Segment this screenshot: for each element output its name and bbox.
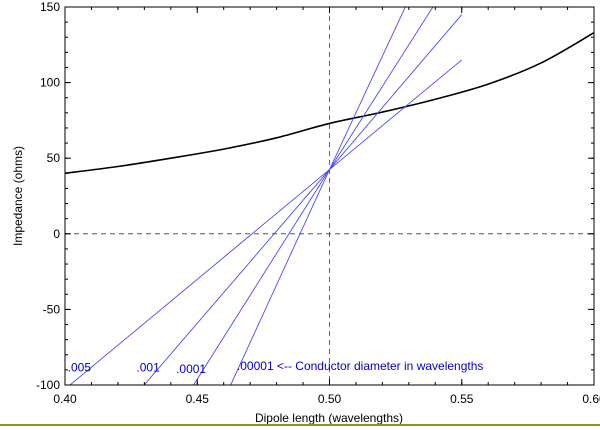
y-tick-label: -50 (43, 302, 61, 316)
series-line-2 (143, 14, 463, 385)
series-line-1 (69, 59, 463, 385)
conductor-diameter-label-2: .001 (136, 360, 160, 374)
y-tick-label: 150 (40, 0, 60, 14)
y-tick-label: -100 (36, 378, 60, 392)
y-axis-title: Impedance (ohms) (11, 146, 25, 246)
conductor-diameter-label-4: .00001 <-- Conductor diameter in wavelen… (237, 359, 483, 373)
series-line-3 (193, 7, 434, 385)
x-tick-label: 0.40 (53, 392, 77, 406)
x-axis-title: Dipole length (wavelengths) (255, 411, 403, 425)
x-tick-label: 0.50 (318, 392, 342, 406)
bottom-rule (0, 424, 600, 426)
y-tick-label: 0 (53, 227, 60, 241)
conductor-diameter-label-1: .005 (68, 360, 92, 374)
conductor-diameter-label-3: .0001 (176, 362, 206, 376)
x-tick-label: 0.60 (582, 392, 600, 406)
x-tick-label: 0.45 (186, 392, 210, 406)
series-line-4 (230, 7, 406, 385)
y-tick-label: 100 (40, 76, 60, 90)
series-line-impedance (65, 32, 594, 175)
x-tick-label: 0.55 (450, 392, 474, 406)
y-tick-label: 50 (47, 151, 61, 165)
